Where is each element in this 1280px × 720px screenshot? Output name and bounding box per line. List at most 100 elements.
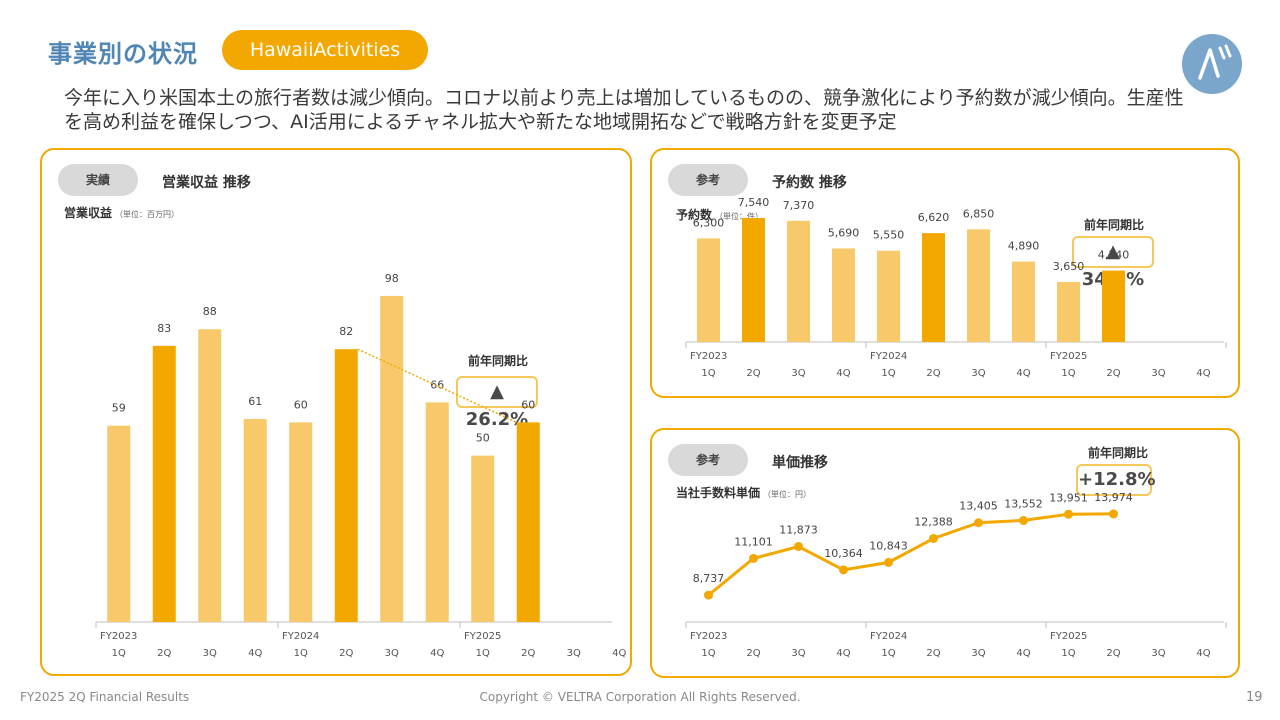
bar: [967, 229, 990, 342]
reference-pill: 参考: [668, 444, 748, 476]
quarter-tick-label: 1Q: [881, 648, 895, 659]
bar-value-label: 3,650: [1053, 260, 1085, 273]
bookings-yoy-label: 前年同期比: [1083, 218, 1144, 232]
quarter-tick-label: 1Q: [1061, 648, 1075, 659]
quarter-tick-label: 2Q: [746, 368, 760, 379]
bar: [516, 422, 540, 622]
bar-value-label: 5,690: [828, 226, 860, 239]
point-value-label: 13,951: [1049, 491, 1088, 504]
bar: [243, 419, 267, 622]
bar-value-label: 6,300: [693, 216, 725, 229]
bar-value-label: 60: [294, 398, 308, 411]
bookings-yoy-value: ▲ 34.6%: [1072, 236, 1154, 290]
quarter-tick-label: 2Q: [521, 648, 535, 659]
revenue-title: 営業収益 推移: [162, 175, 251, 191]
point-value-label: 10,843: [869, 539, 908, 552]
data-point: [929, 533, 938, 543]
segment-tag: HawaiiActivities: [222, 30, 428, 70]
data-point: [794, 541, 803, 551]
quarter-tick-label: 1Q: [701, 648, 715, 659]
year-label: FY2023: [690, 631, 727, 642]
unit-price-yoy-value: +12.8%: [1076, 464, 1156, 496]
company-logo: [1182, 34, 1242, 94]
unit-price-yoy-label: 前年同期比: [1087, 446, 1148, 460]
quarter-tick-label: 2Q: [339, 648, 353, 659]
year-label: FY2025: [464, 631, 501, 642]
bar-value-label: 59: [112, 402, 126, 415]
bar-value-label: 98: [385, 272, 399, 285]
quarter-tick-label: 3Q: [1151, 368, 1165, 379]
data-point: [839, 565, 848, 575]
data-point: [1064, 509, 1073, 519]
bar: [107, 425, 131, 622]
year-label: FY2024: [282, 631, 319, 642]
year-label: FY2023: [690, 351, 727, 362]
actual-pill: 実績: [58, 164, 138, 196]
bar: [922, 233, 945, 342]
page-number: 19: [1246, 690, 1263, 705]
data-point: [1109, 509, 1118, 519]
bar: [425, 402, 449, 622]
bookings-title: 予約数 推移: [772, 175, 847, 191]
quarter-tick-label: 2Q: [1106, 368, 1120, 379]
footer-report-name: FY2025 2Q Financial Results: [20, 690, 190, 704]
bar-value-label: 82: [339, 325, 353, 338]
quarter-tick-label: 2Q: [1106, 648, 1120, 659]
revenue-yoy-label: 前年同期比: [467, 354, 528, 368]
quarter-tick-label: 2Q: [746, 648, 760, 659]
quarter-tick-label: 3Q: [203, 648, 217, 659]
quarter-tick-label: 1Q: [701, 368, 715, 379]
bar-value-label: 4,890: [1008, 240, 1040, 253]
quarter-tick-label: 4Q: [1016, 368, 1030, 379]
year-label: FY2025: [1050, 351, 1087, 362]
bar: [471, 455, 495, 622]
bar: [697, 238, 720, 342]
bar-value-label: 88: [203, 305, 217, 318]
quarter-tick-label: 1Q: [881, 368, 895, 379]
bar: [198, 329, 222, 622]
data-point: [1019, 515, 1028, 525]
bar-value-label: 5,550: [873, 229, 905, 242]
revenue-yoy-value: ▲ 26.2%: [456, 376, 538, 430]
bar: [334, 349, 358, 622]
bar-value-label: 66: [430, 378, 444, 391]
data-point: [749, 553, 758, 563]
quarter-tick-label: 4Q: [1196, 368, 1210, 379]
year-label: FY2023: [100, 631, 137, 642]
revenue-panel: 実績 営業収益 推移 営業収益 （単位：百万円） 前年同期比 ▲ 26.2% FY…: [40, 148, 632, 676]
unit-price-title: 単価推移: [772, 455, 828, 471]
bookings-chart: FY2023 FY2024 FY2025 1Q 2Q 3Q 4Q 1Q 2Q 3Q 4Q 1Q 2Q 3Q…: [685, 196, 1227, 379]
bar-value-label: 6,850: [963, 207, 995, 220]
point-value-label: 10,364: [824, 547, 863, 560]
point-value-label: 8,737: [693, 572, 725, 585]
data-point: [884, 557, 893, 567]
quarter-tick-label: 2Q: [926, 648, 940, 659]
bar-value-label: 60: [521, 398, 535, 411]
bar: [742, 218, 765, 342]
quarter-tick-label: 1Q: [1061, 368, 1075, 379]
quarter-tick-label: 3Q: [567, 648, 581, 659]
bar: [1012, 261, 1035, 342]
quarter-tick-label: 4Q: [248, 648, 262, 659]
quarter-tick-label: 3Q: [971, 368, 985, 379]
quarter-tick-label: 3Q: [971, 648, 985, 659]
reference-pill: 参考: [668, 164, 748, 196]
footer-copyright: Copyright © VELTRA Corporation All Right…: [479, 690, 801, 704]
quarter-tick-label: 3Q: [791, 368, 805, 379]
bar: [787, 220, 810, 342]
bookings-subtitle: 予約数 （単位：件）: [676, 208, 764, 222]
quarter-tick-label: 1Q: [476, 648, 490, 659]
quarter-tick-label: 3Q: [791, 648, 805, 659]
point-value-label: 13,405: [959, 500, 998, 513]
unit-price-subtitle: 当社手数料単価 （単位：円）: [676, 486, 812, 500]
bar: [289, 422, 313, 622]
year-label: FY2024: [870, 631, 907, 642]
bar-value-label: 4,340: [1098, 249, 1130, 262]
bar: [877, 250, 900, 342]
unit-price-panel: 参考 単価推移 当社手数料単価 （単位：円） 前年同期比 +12.8% FY202…: [650, 428, 1240, 678]
revenue-subtitle: 営業収益 （単位：百万円）: [64, 206, 180, 220]
bar-value-label: 61: [248, 395, 262, 408]
year-label: FY2024: [870, 351, 907, 362]
quarter-tick-label: 4Q: [1196, 648, 1210, 659]
point-value-label: 11,101: [734, 535, 773, 548]
